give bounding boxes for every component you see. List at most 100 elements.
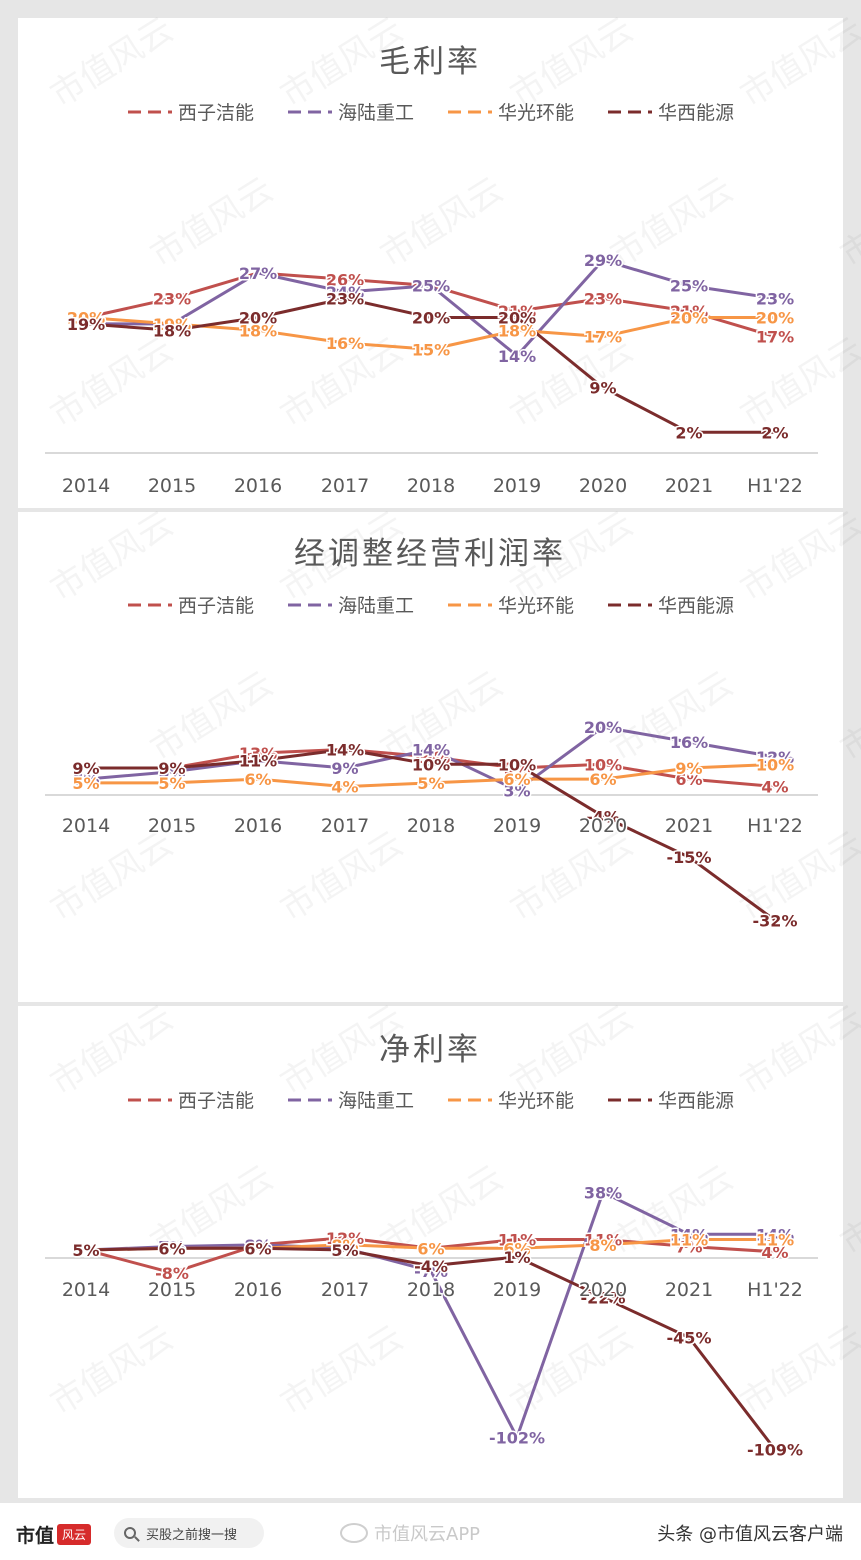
data-label: 6% xyxy=(589,770,616,789)
data-label: 6% xyxy=(244,1239,271,1258)
data-label: -32% xyxy=(753,911,798,930)
data-label: 6% xyxy=(503,770,530,789)
legend-label: 华西能源 xyxy=(658,595,734,617)
data-label: 8% xyxy=(589,1236,616,1255)
x-tick-label: 2015 xyxy=(148,1279,196,1301)
legend-item[interactable]: 华西能源 xyxy=(608,102,734,124)
data-label: 20% xyxy=(239,309,277,328)
legend-label: 华光环能 xyxy=(498,595,574,617)
data-label: -109% xyxy=(747,1441,803,1460)
legend-item[interactable]: 华西能源 xyxy=(608,1090,734,1112)
series-line xyxy=(86,747,776,789)
data-label: 12% xyxy=(412,748,450,767)
data-label: 6% xyxy=(244,770,271,789)
data-label: 20% xyxy=(67,309,105,328)
data-label: 3% xyxy=(503,781,530,800)
data-label: 23% xyxy=(756,289,794,308)
weibo-watermark: 市值风云APP xyxy=(340,1520,480,1546)
x-tick-label: 2016 xyxy=(234,1279,282,1301)
data-label: 20% xyxy=(498,309,536,328)
data-label: 12% xyxy=(756,748,794,767)
data-label: 11% xyxy=(239,752,277,771)
data-label: 20% xyxy=(67,309,105,328)
chart-title: 毛利率 xyxy=(379,44,481,80)
data-label: 6% xyxy=(417,1239,444,1258)
x-tick-label: 2020 xyxy=(579,1279,627,1301)
data-label: 6% xyxy=(331,1239,358,1258)
data-label: 12% xyxy=(326,1229,364,1248)
data-label: 9% xyxy=(503,759,530,778)
legend-label: 华光环能 xyxy=(498,1090,574,1112)
search-placeholder: 买股之前搜一搜 xyxy=(146,1527,238,1543)
data-label: 6% xyxy=(417,1239,444,1258)
series-line xyxy=(86,762,776,789)
legend-label: 华西能源 xyxy=(658,102,734,124)
data-label: 26% xyxy=(326,270,364,289)
brand-seal: 风云 xyxy=(57,1524,92,1545)
data-label: 19% xyxy=(67,315,105,334)
x-tick-label: H1'22 xyxy=(747,815,803,837)
brand-logo[interactable]: 市值 风云 xyxy=(16,1521,92,1548)
data-label: 21% xyxy=(670,302,708,321)
legend-item[interactable]: 西子洁能 xyxy=(128,1090,254,1112)
legend-item[interactable]: 西子洁能 xyxy=(128,595,254,617)
x-tick-label: 2021 xyxy=(665,475,713,497)
data-label: -22% xyxy=(581,1288,626,1307)
data-label: 6% xyxy=(158,1239,185,1258)
data-label: -4% xyxy=(414,1257,448,1276)
legend-item[interactable]: 华光环能 xyxy=(448,595,574,617)
series-line xyxy=(85,725,776,792)
data-label: 5% xyxy=(72,1241,99,1260)
data-label: -45% xyxy=(667,1329,712,1348)
search-box[interactable]: 买股之前搜一搜 xyxy=(114,1518,264,1548)
legend-item[interactable]: 华西能源 xyxy=(608,595,734,617)
data-label: 5% xyxy=(158,774,185,793)
data-label: -102% xyxy=(489,1428,545,1447)
data-label: 19% xyxy=(153,315,191,334)
data-label: -7% xyxy=(414,1262,448,1281)
series-line xyxy=(86,747,776,922)
x-tick-label: 2014 xyxy=(62,475,110,497)
x-tick-label: 2018 xyxy=(407,815,455,837)
data-label: 5% xyxy=(72,1241,99,1260)
legend-item[interactable]: 华光环能 xyxy=(448,1090,574,1112)
data-label: 16% xyxy=(326,334,364,353)
data-label: 5% xyxy=(417,774,444,793)
data-label: 17% xyxy=(756,328,794,347)
legend-label: 海陆重工 xyxy=(338,595,414,617)
data-label: 9% xyxy=(158,759,185,778)
legend-label: 海陆重工 xyxy=(338,1090,414,1112)
data-label: 20% xyxy=(670,309,708,328)
data-label: 6% xyxy=(503,1239,530,1258)
data-label: 11% xyxy=(584,1231,622,1250)
x-tick-label: 2017 xyxy=(321,475,369,497)
data-label: 25% xyxy=(670,277,708,296)
data-label: 19% xyxy=(67,315,105,334)
x-tick-label: 2020 xyxy=(579,815,627,837)
weibo-icon xyxy=(340,1523,368,1543)
data-label: 14% xyxy=(670,1225,708,1244)
x-tick-label: 2015 xyxy=(148,475,196,497)
data-label: 8% xyxy=(158,763,185,782)
data-label: 18% xyxy=(239,321,277,340)
data-label: 25% xyxy=(412,277,450,296)
data-label: 17% xyxy=(584,328,622,347)
data-label: -15% xyxy=(667,848,712,867)
data-label: 9% xyxy=(331,759,358,778)
data-label: -8% xyxy=(155,1264,189,1283)
x-tick-label: 2014 xyxy=(62,1279,110,1301)
legend-item[interactable]: 华光环能 xyxy=(448,102,574,124)
data-label: 14% xyxy=(412,740,450,759)
legend-item[interactable]: 西子洁能 xyxy=(128,102,254,124)
data-label: -4% xyxy=(586,807,620,826)
legend-item[interactable]: 海陆重工 xyxy=(288,102,414,124)
legend-item[interactable]: 海陆重工 xyxy=(288,1090,414,1112)
data-label: 11% xyxy=(756,1231,794,1250)
data-label: 14% xyxy=(326,740,364,759)
legend-label: 西子洁能 xyxy=(178,102,254,124)
data-label: 9% xyxy=(72,759,99,778)
legend-item[interactable]: 海陆重工 xyxy=(288,595,414,617)
source-account[interactable]: 头条 @市值风云客户端 xyxy=(657,1524,843,1545)
